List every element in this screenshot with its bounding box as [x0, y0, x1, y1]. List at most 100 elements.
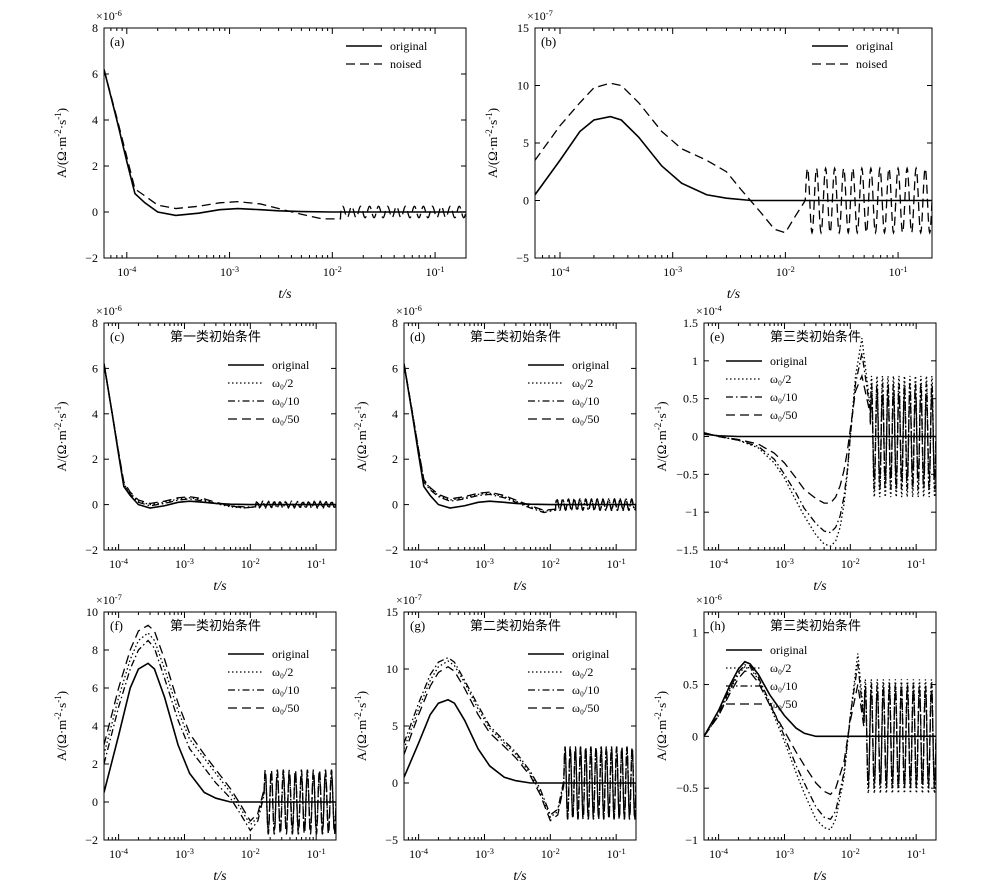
x-axis-label-f: t/s — [213, 869, 227, 884]
panel-g: −5 0 5 10 15 10-4 10-3 10-2 10-1 ×10-7 (g) 第二类初始条件 t… — [353, 593, 637, 884]
x-axis-label-a: t/s — [278, 287, 292, 302]
legend-label-e-2: ω₀/10 — [770, 390, 797, 404]
ytick-label-e-0: −1.5 — [676, 543, 698, 557]
legend-label-a-1: noised — [390, 57, 421, 71]
series-line-g-0 — [404, 698, 636, 784]
ytick-label-f-0: −2 — [85, 833, 98, 847]
series-line-c-3 — [104, 363, 336, 509]
ytick-label-e-4: 0.5 — [683, 392, 698, 406]
series-line-g-1 — [404, 660, 636, 819]
xtick-label-b-0: 10-4 — [551, 265, 571, 280]
ytick-label-f-4: 6 — [92, 681, 98, 695]
y-axis-label-g: A/(Ω·m-2·s-1) — [353, 691, 369, 761]
xtick-label-b-2: 10-2 — [776, 265, 795, 280]
exponent-label-e: ×10-4 — [696, 304, 723, 319]
plot-frame-a — [103, 27, 467, 259]
legend-label-h-0: original — [770, 643, 808, 657]
panel-title-h: 第三类初始条件 — [770, 618, 861, 633]
panel-label-h: (h) — [710, 618, 725, 633]
exponent-label-h: ×10-6 — [696, 593, 722, 608]
panel-label-c: (c) — [110, 329, 124, 344]
xtick-label-f-0: 10-4 — [109, 847, 129, 862]
legend-label-g-2: ω₀/10 — [572, 683, 599, 697]
y-axis-label-h: A/(Ω·m-2·s-1) — [653, 691, 669, 761]
xtick-label-e-2: 10-2 — [841, 557, 860, 572]
ytick-label-g-1: 0 — [392, 776, 398, 790]
ytick-label-c-1: 0 — [92, 498, 98, 512]
series-line-a-1 — [104, 69, 466, 220]
x-axis-label-d: t/s — [513, 579, 527, 594]
ytick-label-h-2: 0 — [692, 729, 698, 743]
xtick-label-d-3: 10-1 — [607, 557, 626, 572]
ytick-label-h-1: −0.5 — [676, 781, 698, 795]
panel-label-d: (d) — [410, 329, 425, 344]
ytick-label-c-4: 6 — [92, 361, 98, 375]
xtick-label-c-0: 10-4 — [109, 557, 129, 572]
series-line-e-3 — [704, 373, 936, 504]
ytick-label-f-6: 10 — [86, 605, 98, 619]
xtick-label-h-2: 10-2 — [841, 847, 860, 862]
y-axis-label-f: A/(Ω·m-2·s-1) — [53, 691, 69, 761]
xtick-label-g-1: 10-3 — [475, 847, 494, 862]
xtick-label-c-3: 10-1 — [307, 557, 326, 572]
ytick-label-b-1: 0 — [523, 194, 529, 208]
y-axis-label-d: A/(Ω·m-2·s-1) — [353, 401, 369, 471]
legend-label-c-2: ω₀/10 — [272, 394, 299, 408]
ytick-label-c-0: −2 — [85, 543, 98, 557]
xtick-label-g-2: 10-2 — [541, 847, 560, 862]
legend-label-d-1: ω₀/2 — [572, 376, 593, 390]
legend-label-b-0: original — [856, 39, 894, 53]
panel-label-g: (g) — [410, 618, 425, 633]
series-line-g-3 — [404, 665, 636, 822]
plot-frame-h — [703, 611, 937, 841]
xtick-label-b-3: 10-1 — [889, 265, 908, 280]
ytick-label-b-4: 15 — [517, 21, 529, 35]
series-line-b-0 — [535, 115, 932, 202]
panel-a: −2 0 2 4 6 8 10-4 10-3 10-2 10-1 ×10-6 (a) t/s A/(Ω·m… — [53, 9, 467, 302]
ytick-label-h-3: 0.5 — [683, 678, 698, 692]
legend-label-e-1: ω₀/2 — [770, 372, 791, 386]
legend-label-d-0: original — [572, 358, 610, 372]
xtick-label-e-3: 10-1 — [907, 557, 926, 572]
ytick-label-e-5: 1 — [692, 354, 698, 368]
exponent-label-g: ×10-7 — [396, 593, 422, 608]
ytick-label-d-4: 6 — [392, 361, 398, 375]
panel-f: −2 0 2 4 6 8 10 10-4 10-3 10-2 10-1 ×10-7 (f) 第一类初始条件… — [53, 593, 337, 884]
panel-c: −2 0 2 4 6 8 10-4 10-3 10-2 10-1 ×10-6 (c) 第一类初始条件 t/… — [53, 304, 337, 594]
series-line-a-0 — [104, 69, 466, 217]
panel-h: −1 −0.5 0 0.5 1 10-4 10-3 10-2 10-1 ×10-6 (h) 第三类初始… — [653, 593, 937, 884]
xtick-label-f-3: 10-1 — [307, 847, 326, 862]
panel-label-e: (e) — [710, 329, 724, 344]
ytick-label-d-5: 8 — [392, 316, 398, 330]
ytick-label-a-3: 4 — [92, 113, 98, 127]
ytick-label-g-2: 5 — [392, 719, 398, 733]
plot-frame-d — [403, 322, 637, 551]
legend-label-f-1: ω₀/2 — [272, 665, 293, 679]
panel-b: −5 0 5 10 15 10-4 10-3 10-2 10-1 ×10-7 (b) t/s A/(Ω·… — [484, 9, 933, 302]
xtick-label-g-0: 10-4 — [409, 847, 429, 862]
ytick-label-g-3: 10 — [386, 662, 398, 676]
ytick-label-a-2: 2 — [92, 159, 98, 173]
xtick-label-a-3: 10-1 — [426, 265, 445, 280]
ytick-label-e-2: −0.5 — [676, 467, 698, 481]
xtick-label-f-1: 10-3 — [175, 847, 194, 862]
panel-label-b: (b) — [541, 34, 556, 49]
panel-d: −2 0 2 4 6 8 10-4 10-3 10-2 10-1 ×10-6 (d) 第二类初始条件 t/… — [353, 304, 637, 594]
exponent-label-a: ×10-6 — [96, 9, 122, 24]
series-line-d-1 — [404, 363, 636, 513]
ytick-label-e-1: −1 — [685, 505, 698, 519]
ytick-label-b-2: 5 — [523, 136, 529, 150]
ytick-label-d-0: −2 — [385, 543, 398, 557]
xtick-label-c-1: 10-3 — [175, 557, 194, 572]
legend-label-c-3: ω₀/50 — [272, 412, 299, 426]
y-axis-label-b: A/(Ω·m-2·s-1) — [484, 108, 500, 178]
panel-label-a: (a) — [110, 34, 124, 49]
ytick-label-b-3: 10 — [517, 79, 529, 93]
legend-label-g-1: ω₀/2 — [572, 665, 593, 679]
legend-label-e-3: ω₀/50 — [770, 408, 797, 422]
panel-title-g: 第二类初始条件 — [470, 618, 561, 633]
legend-label-f-0: original — [272, 647, 310, 661]
legend-label-f-2: ω₀/10 — [272, 683, 299, 697]
panel-e: −1.5 −1 −0.5 0 0.5 1 1.5 10-4 10-3 10-2 10-1 ×10-4 (… — [653, 304, 937, 594]
ytick-label-h-4: 1 — [692, 626, 698, 640]
